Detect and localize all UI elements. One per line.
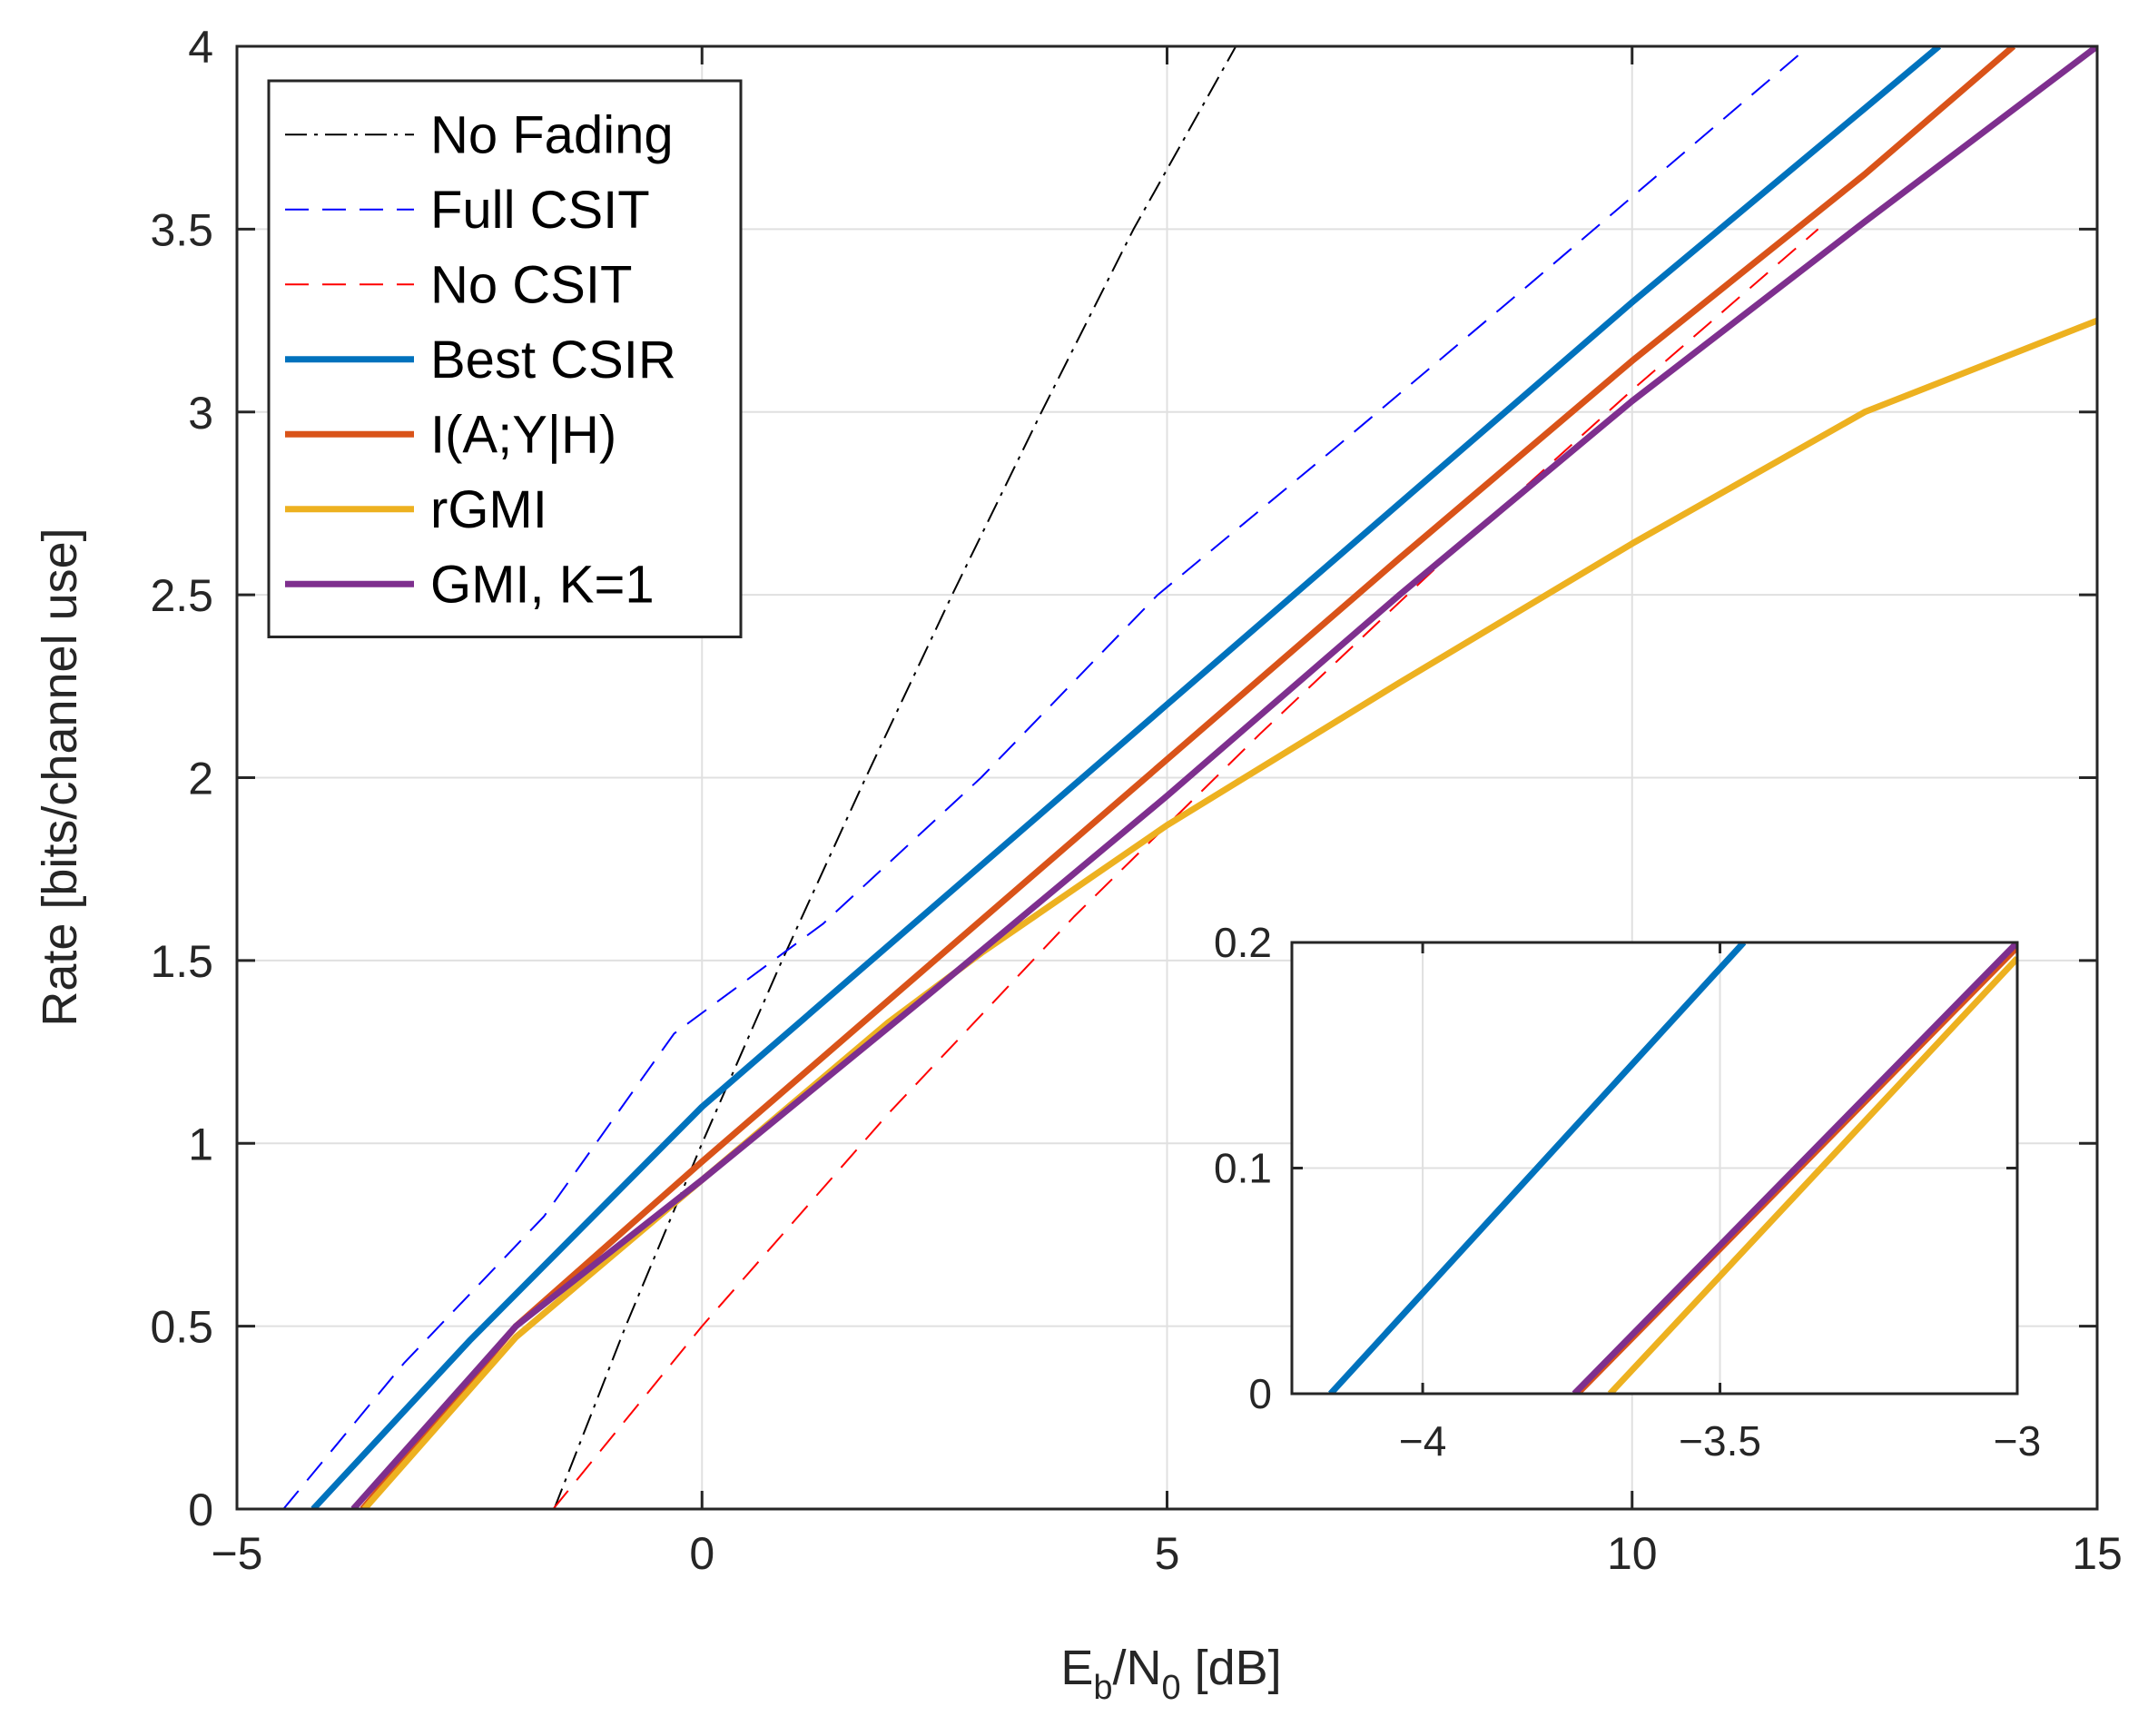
- main-y-tick-label: 4: [188, 22, 213, 73]
- main-series-clip: [282, 46, 2097, 1509]
- main-series-no-fading: [553, 46, 1237, 1509]
- main-x-tick-label: −5: [211, 1528, 262, 1579]
- inset-series-clip: [1328, 942, 2017, 1394]
- inset-series-rgmi: [1607, 956, 2017, 1394]
- main-y-tick-label: 0.5: [150, 1302, 213, 1353]
- legend-label-i-a-y-h: I(A;Y|H): [430, 405, 616, 464]
- legend-label-full-csit: Full CSIT: [430, 181, 650, 240]
- main-series-full-csit: [282, 46, 1810, 1509]
- inset-ticks: −4 −3.5 −3 0 0.1 0.2: [1214, 919, 2041, 1465]
- legend-label-best-csir: Best CSIR: [430, 330, 676, 390]
- main-series-gmi-k-1: [350, 46, 2097, 1509]
- main-x-tick-label: 0: [689, 1528, 714, 1579]
- main-y-tick-label: 2: [188, 754, 213, 804]
- inset-x-tick-label: −3.5: [1679, 1417, 1761, 1465]
- main-x-tick-label: 10: [1607, 1528, 1658, 1579]
- main-series-rgmi: [361, 317, 2097, 1509]
- legend-label-no-csit: No CSIT: [430, 255, 632, 314]
- main-x-tick-label: 5: [1155, 1528, 1180, 1579]
- inset-x-tick-label: −3: [1994, 1417, 2041, 1465]
- inset-y-tick-label: 0.2: [1214, 919, 1272, 966]
- y-axis-title: Rate [bits/channel use]: [33, 528, 87, 1026]
- main-y-tick-label: 0: [188, 1484, 213, 1535]
- main-series-group: [282, 46, 2097, 1509]
- main-x-tick-label: 15: [2072, 1528, 2123, 1579]
- legend-label-no-fading: No Fading: [430, 105, 674, 164]
- inset-series-gmi-k-1: [1572, 942, 2017, 1394]
- main-y-tick-label: 3: [188, 388, 213, 439]
- inset-y-tick-label: 0.1: [1214, 1145, 1272, 1192]
- main-series-no-csit: [552, 228, 1819, 1509]
- main-y-tick-label: 1: [188, 1119, 213, 1169]
- legend: No Fading Full CSIT No CSIT Best CSIR I(A;Y|…: [267, 79, 743, 638]
- main-y-tick-label: 2.5: [150, 570, 213, 621]
- x-axis-title: Eb/N0 [dB]: [1060, 1641, 1281, 1707]
- main-series-best-csir: [310, 46, 1942, 1509]
- main-series-i-a-y-h: [360, 46, 2016, 1509]
- inset-series-group: [1328, 942, 2017, 1394]
- inset-series-best-csir: [1328, 942, 1747, 1394]
- inset-x-tick-label: −4: [1399, 1417, 1446, 1465]
- legend-label-gmi-k-1: GMI, K=1: [430, 555, 655, 614]
- inset-y-tick-label: 0: [1248, 1370, 1272, 1417]
- main-y-tick-label: 1.5: [150, 936, 213, 987]
- legend-label-rgmi: rGMI: [430, 480, 547, 539]
- main-y-tick-label: 3.5: [150, 204, 213, 255]
